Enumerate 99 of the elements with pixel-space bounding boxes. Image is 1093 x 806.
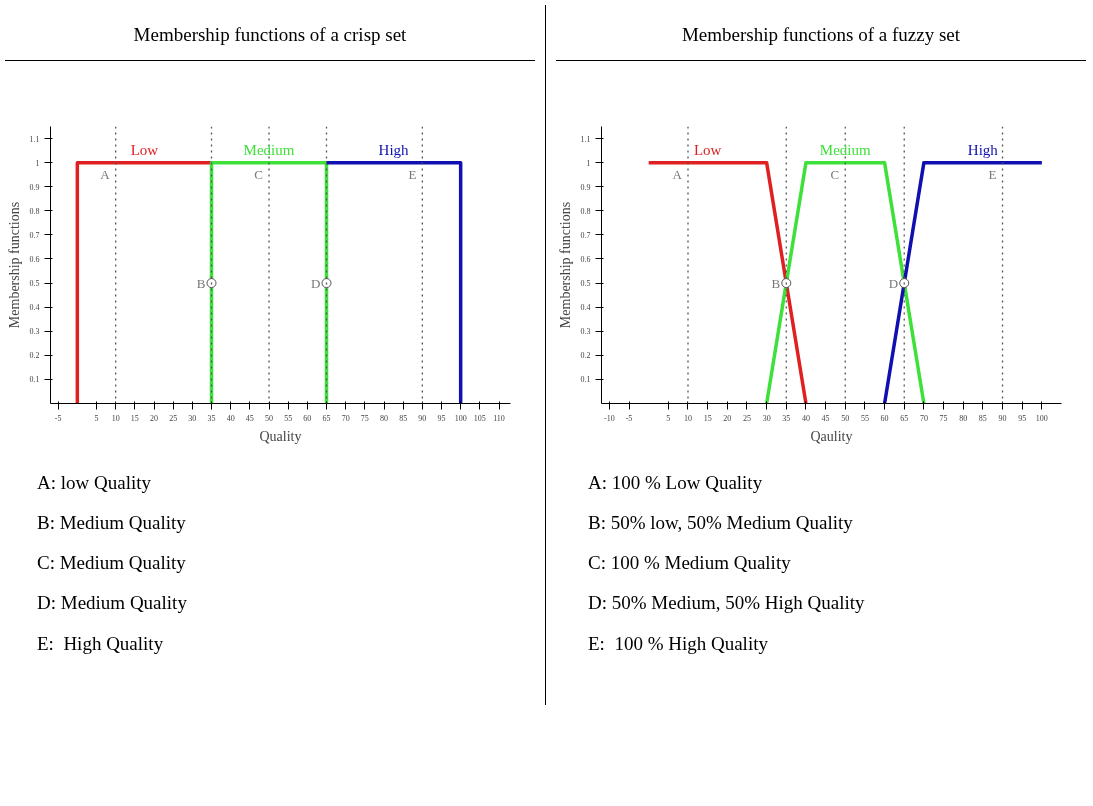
text: B: Medium Quality xyxy=(37,511,187,536)
series-label: Low xyxy=(693,141,722,158)
x-tick-label: 80 xyxy=(380,413,388,423)
text: D: Medium Quality xyxy=(37,591,187,616)
x-tick-label: 40 xyxy=(226,413,235,423)
y-tick-label: 1 xyxy=(35,158,40,168)
text: C: Medium Quality xyxy=(37,551,187,576)
chart-title: Membership functions of a fuzzy set xyxy=(681,23,961,47)
y-axis-title: Membership functions xyxy=(557,201,573,329)
x-tick-label: 75 xyxy=(360,413,369,423)
y-tick-label: 0.2 xyxy=(29,351,40,361)
y-tick-label: 0.3 xyxy=(29,327,40,337)
y-tick-label: 0.5 xyxy=(580,279,591,289)
annotation: B xyxy=(771,275,781,291)
x-tick-label: 5 xyxy=(666,413,671,423)
annotation: E xyxy=(988,167,997,183)
x-tick-label: 30 xyxy=(762,413,771,423)
y-tick-label: 0.8 xyxy=(580,206,591,216)
y-tick-label: 0.2 xyxy=(580,351,591,361)
y-tick-label: 0.8 xyxy=(29,206,40,216)
annotation: C xyxy=(254,167,263,183)
y-tick-label: 1.1 xyxy=(580,134,591,144)
x-tick-label: 45 xyxy=(821,413,830,423)
x-tick-label: 100 xyxy=(1035,413,1048,423)
x-tick-label: 80 xyxy=(959,413,968,423)
y-tick-label: 0.5 xyxy=(29,279,40,289)
x-tick-label: 15 xyxy=(130,413,139,423)
x-tick-label: 60 xyxy=(303,413,312,423)
x-tick-label: 10 xyxy=(684,413,692,423)
y-tick-label: 0.1 xyxy=(29,375,40,385)
y-tick-label: 0.1 xyxy=(580,375,591,385)
annotation: E xyxy=(408,167,417,183)
x-tick-label: 5 xyxy=(94,413,99,423)
chart-title: Membership functions of a crisp set xyxy=(133,23,407,47)
series-label: Low xyxy=(130,141,159,158)
x-tick-label: 50 xyxy=(265,413,273,423)
x-tick-label: 70 xyxy=(341,413,350,423)
x-tick-label: -5 xyxy=(625,413,633,423)
x-tick-label: 70 xyxy=(919,413,928,423)
annotation: D xyxy=(311,275,321,291)
series-label: Medium xyxy=(819,141,872,158)
x-tick-label: 25 xyxy=(742,413,751,423)
x-tick-label: 15 xyxy=(703,413,712,423)
x-tick-label: -10 xyxy=(604,413,615,423)
x-tick-label: 65 xyxy=(900,413,909,423)
x-tick-label: 65 xyxy=(322,413,331,423)
text: A: low Quality xyxy=(37,471,152,495)
x-tick-label: 20 xyxy=(150,413,158,423)
y-tick-label: 0.7 xyxy=(580,230,591,240)
x-tick-label: 40 xyxy=(801,413,810,423)
y-axis-title: Membership functions xyxy=(6,201,22,329)
text: E: 100 % High Quality xyxy=(588,631,769,656)
x-tick-label: 50 xyxy=(841,413,850,423)
y-tick-label: 0.7 xyxy=(29,230,40,240)
series-label: High xyxy=(967,141,999,158)
x-tick-label: 55 xyxy=(860,413,869,423)
x-tick-label: 110 xyxy=(493,413,505,423)
x-tick-label: 90 xyxy=(418,413,427,423)
x-tick-label: 60 xyxy=(880,413,889,423)
y-tick-label: 0.9 xyxy=(580,182,591,192)
series-label: Medium xyxy=(243,141,295,158)
text: E: High Quality xyxy=(37,631,165,656)
x-tick-label: 100 xyxy=(454,413,467,423)
text: A: 100 % Low Quality xyxy=(588,471,764,495)
y-tick-label: 1.1 xyxy=(29,134,40,144)
y-tick-label: 0.6 xyxy=(29,254,40,264)
x-tick-label: 85 xyxy=(399,413,408,423)
annotation: A xyxy=(672,167,683,183)
annotation: A xyxy=(100,167,111,183)
text: D: 50% Medium, 50% High Quality xyxy=(588,591,865,616)
text: C: 100 % Medium Quality xyxy=(588,551,792,576)
x-tick-label: 20 xyxy=(723,413,732,423)
annotation: D xyxy=(888,275,899,291)
y-tick-label: 0.4 xyxy=(29,303,40,313)
y-tick-label: 0.4 xyxy=(580,303,591,313)
y-tick-label: 0.6 xyxy=(580,254,591,264)
x-tick-label: 90 xyxy=(998,413,1007,423)
y-tick-label: 0.3 xyxy=(580,327,591,337)
x-tick-label: 55 xyxy=(284,413,293,423)
x-tick-label: 35 xyxy=(207,413,216,423)
x-tick-label: 105 xyxy=(473,413,486,423)
x-tick-label: -5 xyxy=(54,413,62,423)
series-label: High xyxy=(378,141,410,158)
x-tick-label: 30 xyxy=(188,413,197,423)
y-tick-label: 1 xyxy=(586,158,591,168)
text: B: 50% low, 50% Medium Quality xyxy=(588,511,854,536)
x-axis-title: Qaulity xyxy=(810,428,853,444)
x-axis-title: Quality xyxy=(259,428,302,444)
x-tick-label: 95 xyxy=(1018,413,1027,423)
x-tick-label: 85 xyxy=(978,413,987,423)
x-tick-label: 35 xyxy=(782,413,791,423)
x-tick-label: 10 xyxy=(111,413,120,423)
annotation: B xyxy=(196,275,206,291)
x-tick-label: 45 xyxy=(245,413,254,423)
x-tick-label: 95 xyxy=(437,413,446,423)
x-tick-label: 75 xyxy=(939,413,948,423)
x-tick-label: 25 xyxy=(169,413,178,423)
y-tick-label: 0.9 xyxy=(29,182,40,192)
annotation: C xyxy=(830,167,840,183)
